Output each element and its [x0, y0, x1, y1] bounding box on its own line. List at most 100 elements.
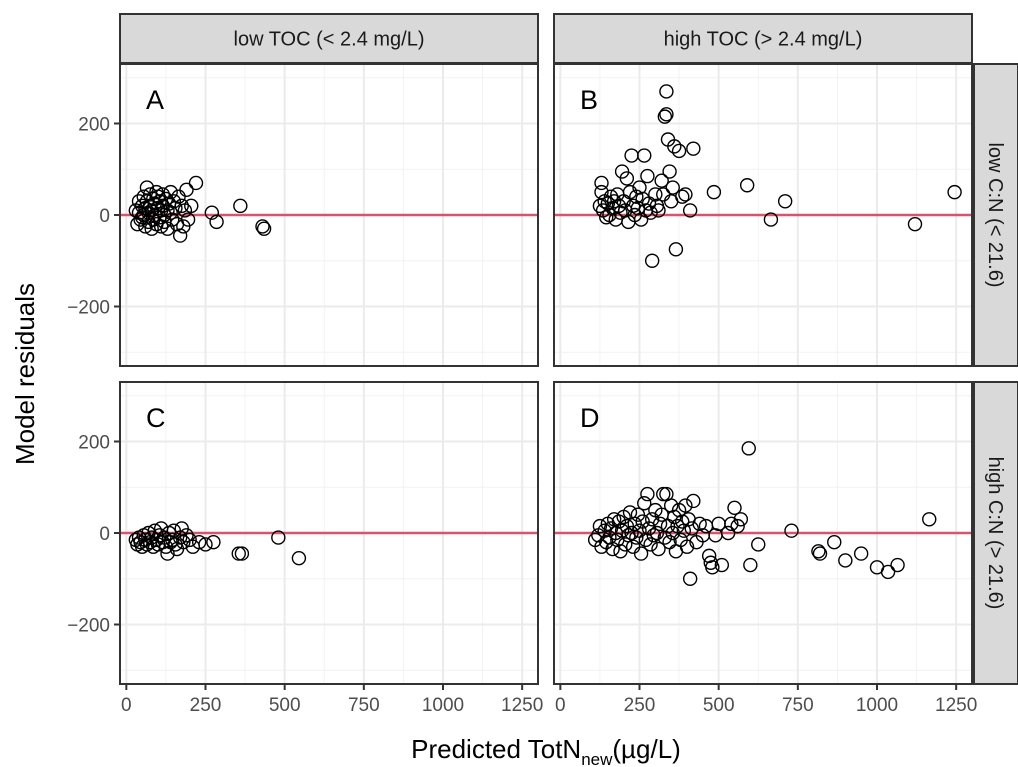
x-tick-label: 750: [782, 695, 814, 716]
data-point: [179, 528, 194, 543]
y-axis-title: Model residuals: [10, 283, 40, 465]
data-point: [651, 541, 666, 557]
facet-row-strip: [973, 63, 1018, 367]
data-point: [671, 143, 687, 159]
panel-a-points: [128, 175, 272, 243]
facet-column-strip: [553, 13, 973, 64]
x-axis-title: Predicted TotNnew(µg/L): [411, 734, 681, 767]
data-point: [198, 537, 213, 552]
data-point: [705, 560, 720, 575]
data-point: [209, 214, 224, 230]
data-point: [592, 518, 608, 534]
data-point: [751, 537, 766, 552]
data-point: [640, 168, 655, 184]
data-point: [172, 530, 188, 545]
panel-d-points: [587, 441, 937, 586]
data-point: [594, 184, 609, 200]
data-point: [922, 512, 937, 527]
data-point: [777, 194, 793, 209]
data-point: [811, 544, 826, 559]
panel-c-points: [128, 521, 307, 566]
y-tick-label: 200: [78, 432, 110, 453]
data-point: [706, 184, 722, 200]
data-point: [160, 221, 175, 236]
points-layer: [128, 84, 962, 586]
data-point: [600, 196, 616, 211]
panel-label-b: B: [580, 85, 598, 115]
y-tick-label: −200: [67, 616, 110, 637]
data-point: [827, 534, 842, 550]
data-point: [629, 530, 644, 545]
data-point: [652, 516, 668, 532]
x-axis-title-subscript: new: [581, 750, 613, 767]
data-point: [686, 141, 701, 156]
data-point: [739, 178, 755, 193]
data-point: [659, 84, 674, 99]
x-tick-label: 1250: [935, 695, 977, 716]
data-point: [147, 523, 163, 538]
data-point: [172, 228, 188, 243]
data-point: [733, 512, 749, 527]
data-point: [730, 518, 745, 534]
data-point: [678, 187, 693, 202]
data-point: [665, 180, 680, 195]
data-point: [163, 184, 178, 200]
data-point: [784, 523, 799, 538]
data-point: [648, 187, 663, 202]
data-point: [255, 219, 270, 234]
data-point: [643, 537, 658, 552]
data-point: [657, 109, 673, 124]
x-axis-title-main: Predicted TotN: [411, 734, 581, 764]
data-point: [191, 534, 207, 550]
data-point: [644, 512, 660, 527]
data-point: [741, 441, 756, 456]
data-point: [656, 486, 671, 502]
facet-column-strip: [119, 13, 539, 64]
data-point: [644, 253, 660, 268]
x-tick-label: 1000: [856, 695, 898, 716]
data-point: [619, 171, 635, 186]
plot-background-layer: [120, 64, 972, 684]
data-point: [174, 198, 189, 214]
panel-label-a: A: [146, 85, 164, 115]
panel-label-d: D: [580, 403, 600, 433]
x-tick-label: 1000: [422, 695, 464, 716]
data-point: [714, 557, 730, 573]
data-point: [611, 514, 627, 529]
data-point: [947, 184, 962, 200]
data-point: [724, 516, 739, 532]
data-point: [291, 550, 307, 566]
data-point: [675, 189, 690, 204]
x-tick-label: 500: [269, 695, 301, 716]
data-point: [180, 212, 196, 227]
data-point: [880, 564, 896, 580]
facet-column-label: high TOC (> 2.4 mg/L): [664, 29, 863, 51]
data-point: [233, 198, 248, 214]
panel-frame-layer: [119, 63, 973, 685]
data-point: [176, 534, 191, 550]
data-point: [603, 189, 619, 204]
data-point: [633, 212, 649, 227]
y-tick-label: 200: [78, 114, 110, 135]
y-tick-label: 0: [99, 206, 110, 227]
data-point: [890, 557, 905, 573]
data-point: [152, 194, 167, 209]
data-point: [633, 546, 649, 561]
data-point: [662, 164, 677, 179]
data-point: [179, 182, 194, 198]
data-point: [659, 107, 674, 122]
axis-layer: A B C D 200 0 −200 200 0 −200 0 250 500 750 1000 1250 0 2…: [67, 85, 977, 716]
facet-column-label: low TOC (< 2.4 mg/L): [234, 29, 425, 51]
panel-label-c: C: [146, 403, 166, 433]
y-tick-label: −200: [67, 298, 110, 319]
data-point: [618, 537, 633, 552]
data-point: [271, 530, 286, 545]
data-point: [624, 525, 639, 541]
data-point: [234, 546, 250, 561]
data-point: [188, 175, 204, 191]
x-axis-title-unit: (µg/L): [612, 734, 680, 764]
data-point: [637, 148, 652, 163]
data-point: [679, 539, 695, 554]
x-tick-label: 1250: [501, 695, 543, 716]
data-point: [682, 571, 698, 586]
